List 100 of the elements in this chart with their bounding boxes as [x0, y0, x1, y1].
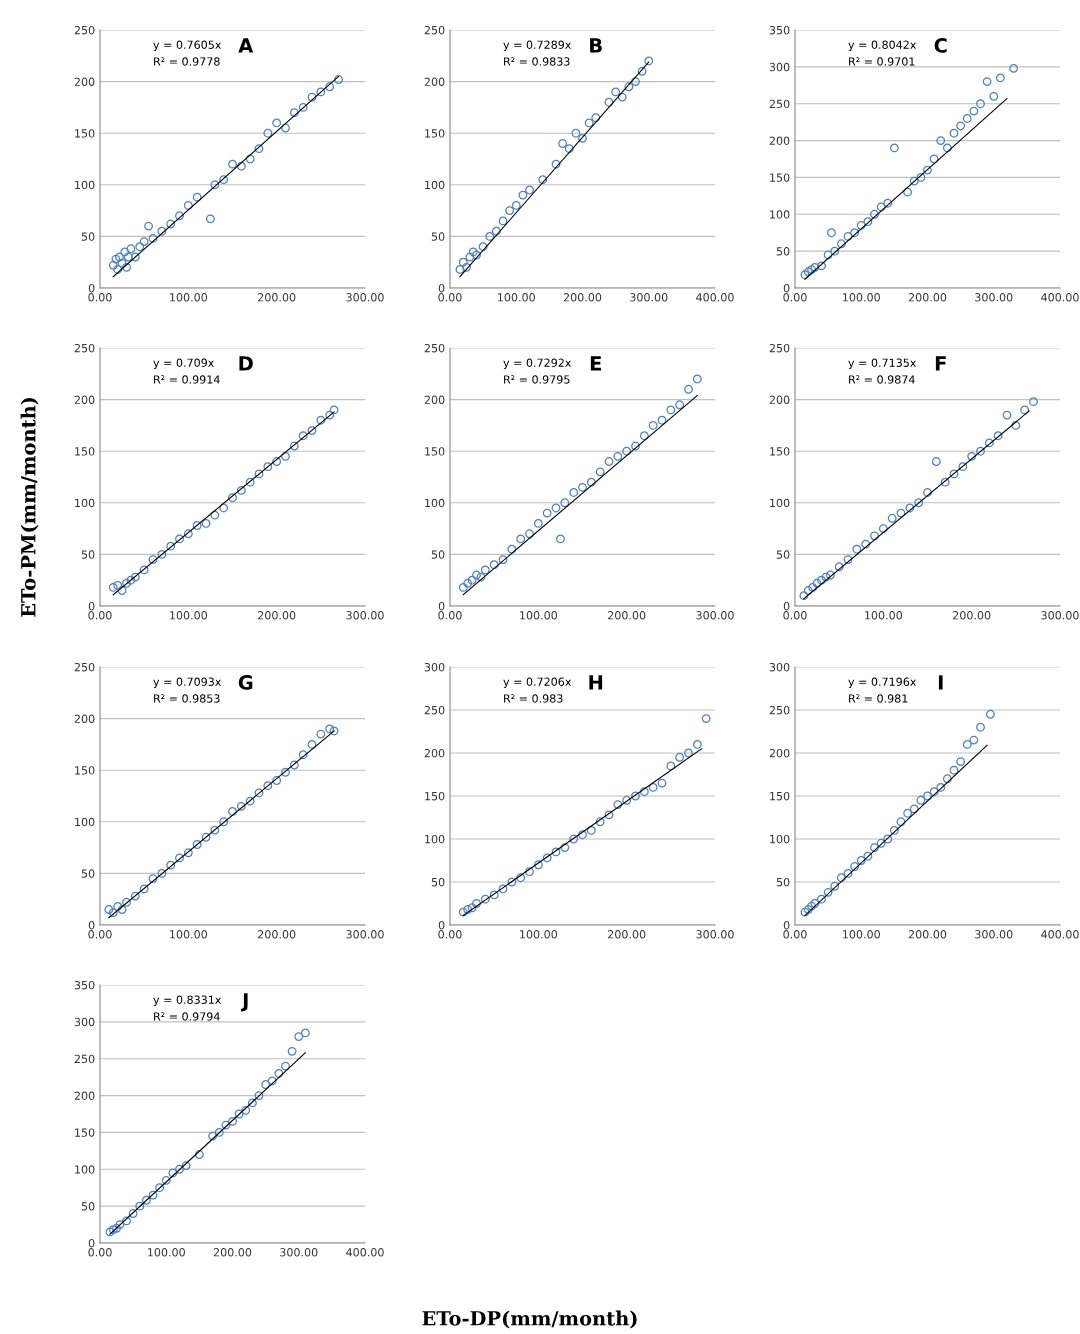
y-tick-label: 100: [770, 834, 790, 844]
y-tick-label: 150: [770, 791, 790, 801]
annotation: y = 0.8331x: [153, 995, 222, 1007]
annotation: R² = 0.981: [849, 694, 908, 703]
x-tick-label: 200.00: [908, 293, 947, 302]
x-tick-label: 100.00: [170, 930, 208, 939]
y-tick-label: 250: [74, 1054, 95, 1064]
chart-title: D: [239, 356, 253, 371]
y-tick-label: 50: [81, 1202, 95, 1211]
chart-title: J: [241, 993, 248, 1012]
y-tick-label: 150: [75, 129, 95, 138]
annotation: R² = 0.9778: [154, 57, 220, 66]
x-tick-label: 300.00: [696, 611, 734, 620]
y-tick-label: 100: [75, 1165, 95, 1174]
annotation: y = 0.8042x: [848, 40, 917, 52]
annotation: R² = 0.9833: [504, 57, 570, 66]
y-tick-label: 50: [776, 247, 790, 256]
x-tick-label: 0.00: [438, 930, 462, 939]
chart-title: C: [934, 38, 947, 53]
y-tick-label: 250: [424, 25, 445, 35]
y-tick-label: 0: [88, 601, 95, 611]
annotation: R² = 0.9794: [154, 1012, 220, 1021]
x-tick-label: 400.00: [346, 1248, 384, 1257]
x-tick-label: 300.00: [346, 930, 384, 939]
x-tick-label: 200.00: [258, 293, 296, 302]
y-tick-label: 300: [424, 662, 445, 672]
y-tick-label: 250: [74, 25, 95, 35]
y-tick-label: 100: [75, 817, 95, 827]
annotation: R² = 0.9795: [504, 375, 570, 384]
y-tick-label: 200: [769, 136, 790, 145]
annotation: y = 0.7093x: [153, 677, 222, 689]
chart-title: H: [589, 675, 603, 690]
y-tick-label: 150: [75, 447, 95, 456]
x-tick-label: 100.00: [520, 930, 558, 939]
y-tick-label: 50: [431, 550, 445, 559]
x-tick-label: 300.00: [346, 293, 384, 302]
chart-title: A: [238, 38, 254, 53]
annotation: y = 0.709x: [153, 358, 214, 370]
x-tick-label: 200.00: [563, 293, 602, 302]
y-tick-label: 200: [769, 748, 790, 758]
x-tick-label: 400.00: [1041, 293, 1079, 302]
y-tick-label: 0: [783, 283, 790, 293]
x-tick-label: 100.00: [170, 293, 208, 302]
x-tick-label: 200.00: [258, 930, 296, 939]
y-tick-label: 300: [74, 1017, 95, 1027]
y-tick-label: 100: [75, 498, 95, 508]
x-tick-label: 200.00: [258, 611, 296, 620]
x-tick-label: 0.00: [88, 1248, 112, 1257]
y-tick-label: 350: [769, 25, 790, 35]
y-tick-label: 150: [425, 129, 445, 138]
y-tick-label: 50: [81, 232, 95, 241]
y-tick-label: 200: [424, 395, 445, 404]
y-tick-label: 200: [74, 395, 95, 404]
x-tick-label: 200.00: [908, 930, 947, 939]
y-tick-label: 200: [74, 1091, 95, 1100]
y-tick-label: 200: [424, 77, 445, 86]
annotation: R² = 0.9853: [154, 694, 220, 703]
y-tick-label: 100: [770, 210, 790, 219]
y-tick-label: 0: [438, 601, 445, 611]
x-tick-label: 100.00: [843, 930, 880, 939]
x-tick-label: 300.00: [346, 611, 384, 620]
y-tick-label: 100: [425, 834, 445, 844]
annotation: R² = 0.9701: [849, 57, 915, 66]
chart-title: F: [935, 356, 946, 371]
x-tick-label: 200.00: [608, 930, 646, 939]
y-tick-label: 200: [769, 395, 790, 404]
y-tick-label: 50: [776, 550, 790, 559]
x-tick-label: 100.00: [865, 611, 903, 620]
annotation: y = 0.7605x: [153, 40, 222, 52]
y-tick-label: 150: [770, 447, 790, 456]
chart-title: B: [590, 38, 602, 53]
y-tick-label: 200: [74, 77, 95, 86]
x-tick-label: 100.00: [170, 611, 208, 620]
annotation: y = 0.7196x: [848, 677, 917, 689]
x-tick-label: 300.00: [975, 930, 1013, 939]
y-tick-label: 150: [75, 1128, 95, 1137]
y-tick-label: 250: [424, 705, 445, 715]
annotation: R² = 0.983: [504, 694, 563, 703]
y-tick-label: 100: [770, 498, 790, 508]
y-tick-label: 250: [74, 343, 95, 353]
annotation: y = 0.7135x: [848, 358, 917, 370]
y-tick-label: 250: [769, 705, 790, 715]
y-tick-label: 50: [431, 232, 445, 241]
y-tick-label: 0: [783, 601, 790, 611]
y-tick-label: 200: [424, 748, 445, 758]
x-tick-label: 300.00: [975, 293, 1013, 302]
y-tick-label: 100: [425, 498, 445, 508]
y-tick-label: 0: [438, 283, 445, 293]
x-tick-label: 0.00: [783, 611, 807, 620]
x-tick-label: 300.00: [696, 930, 734, 939]
y-tick-label: 0: [88, 920, 95, 930]
y-tick-label: 50: [81, 869, 95, 878]
x-tick-label: 100.00: [520, 611, 558, 620]
y-tick-label: 150: [770, 173, 790, 182]
x-tick-label: 0.00: [88, 293, 112, 302]
x-tick-label: 200.00: [608, 611, 646, 620]
x-tick-label: 0.00: [88, 611, 112, 620]
y-tick-label: 50: [776, 877, 790, 887]
annotation: R² = 0.9874: [849, 375, 915, 384]
y-tick-label: 0: [438, 920, 445, 930]
